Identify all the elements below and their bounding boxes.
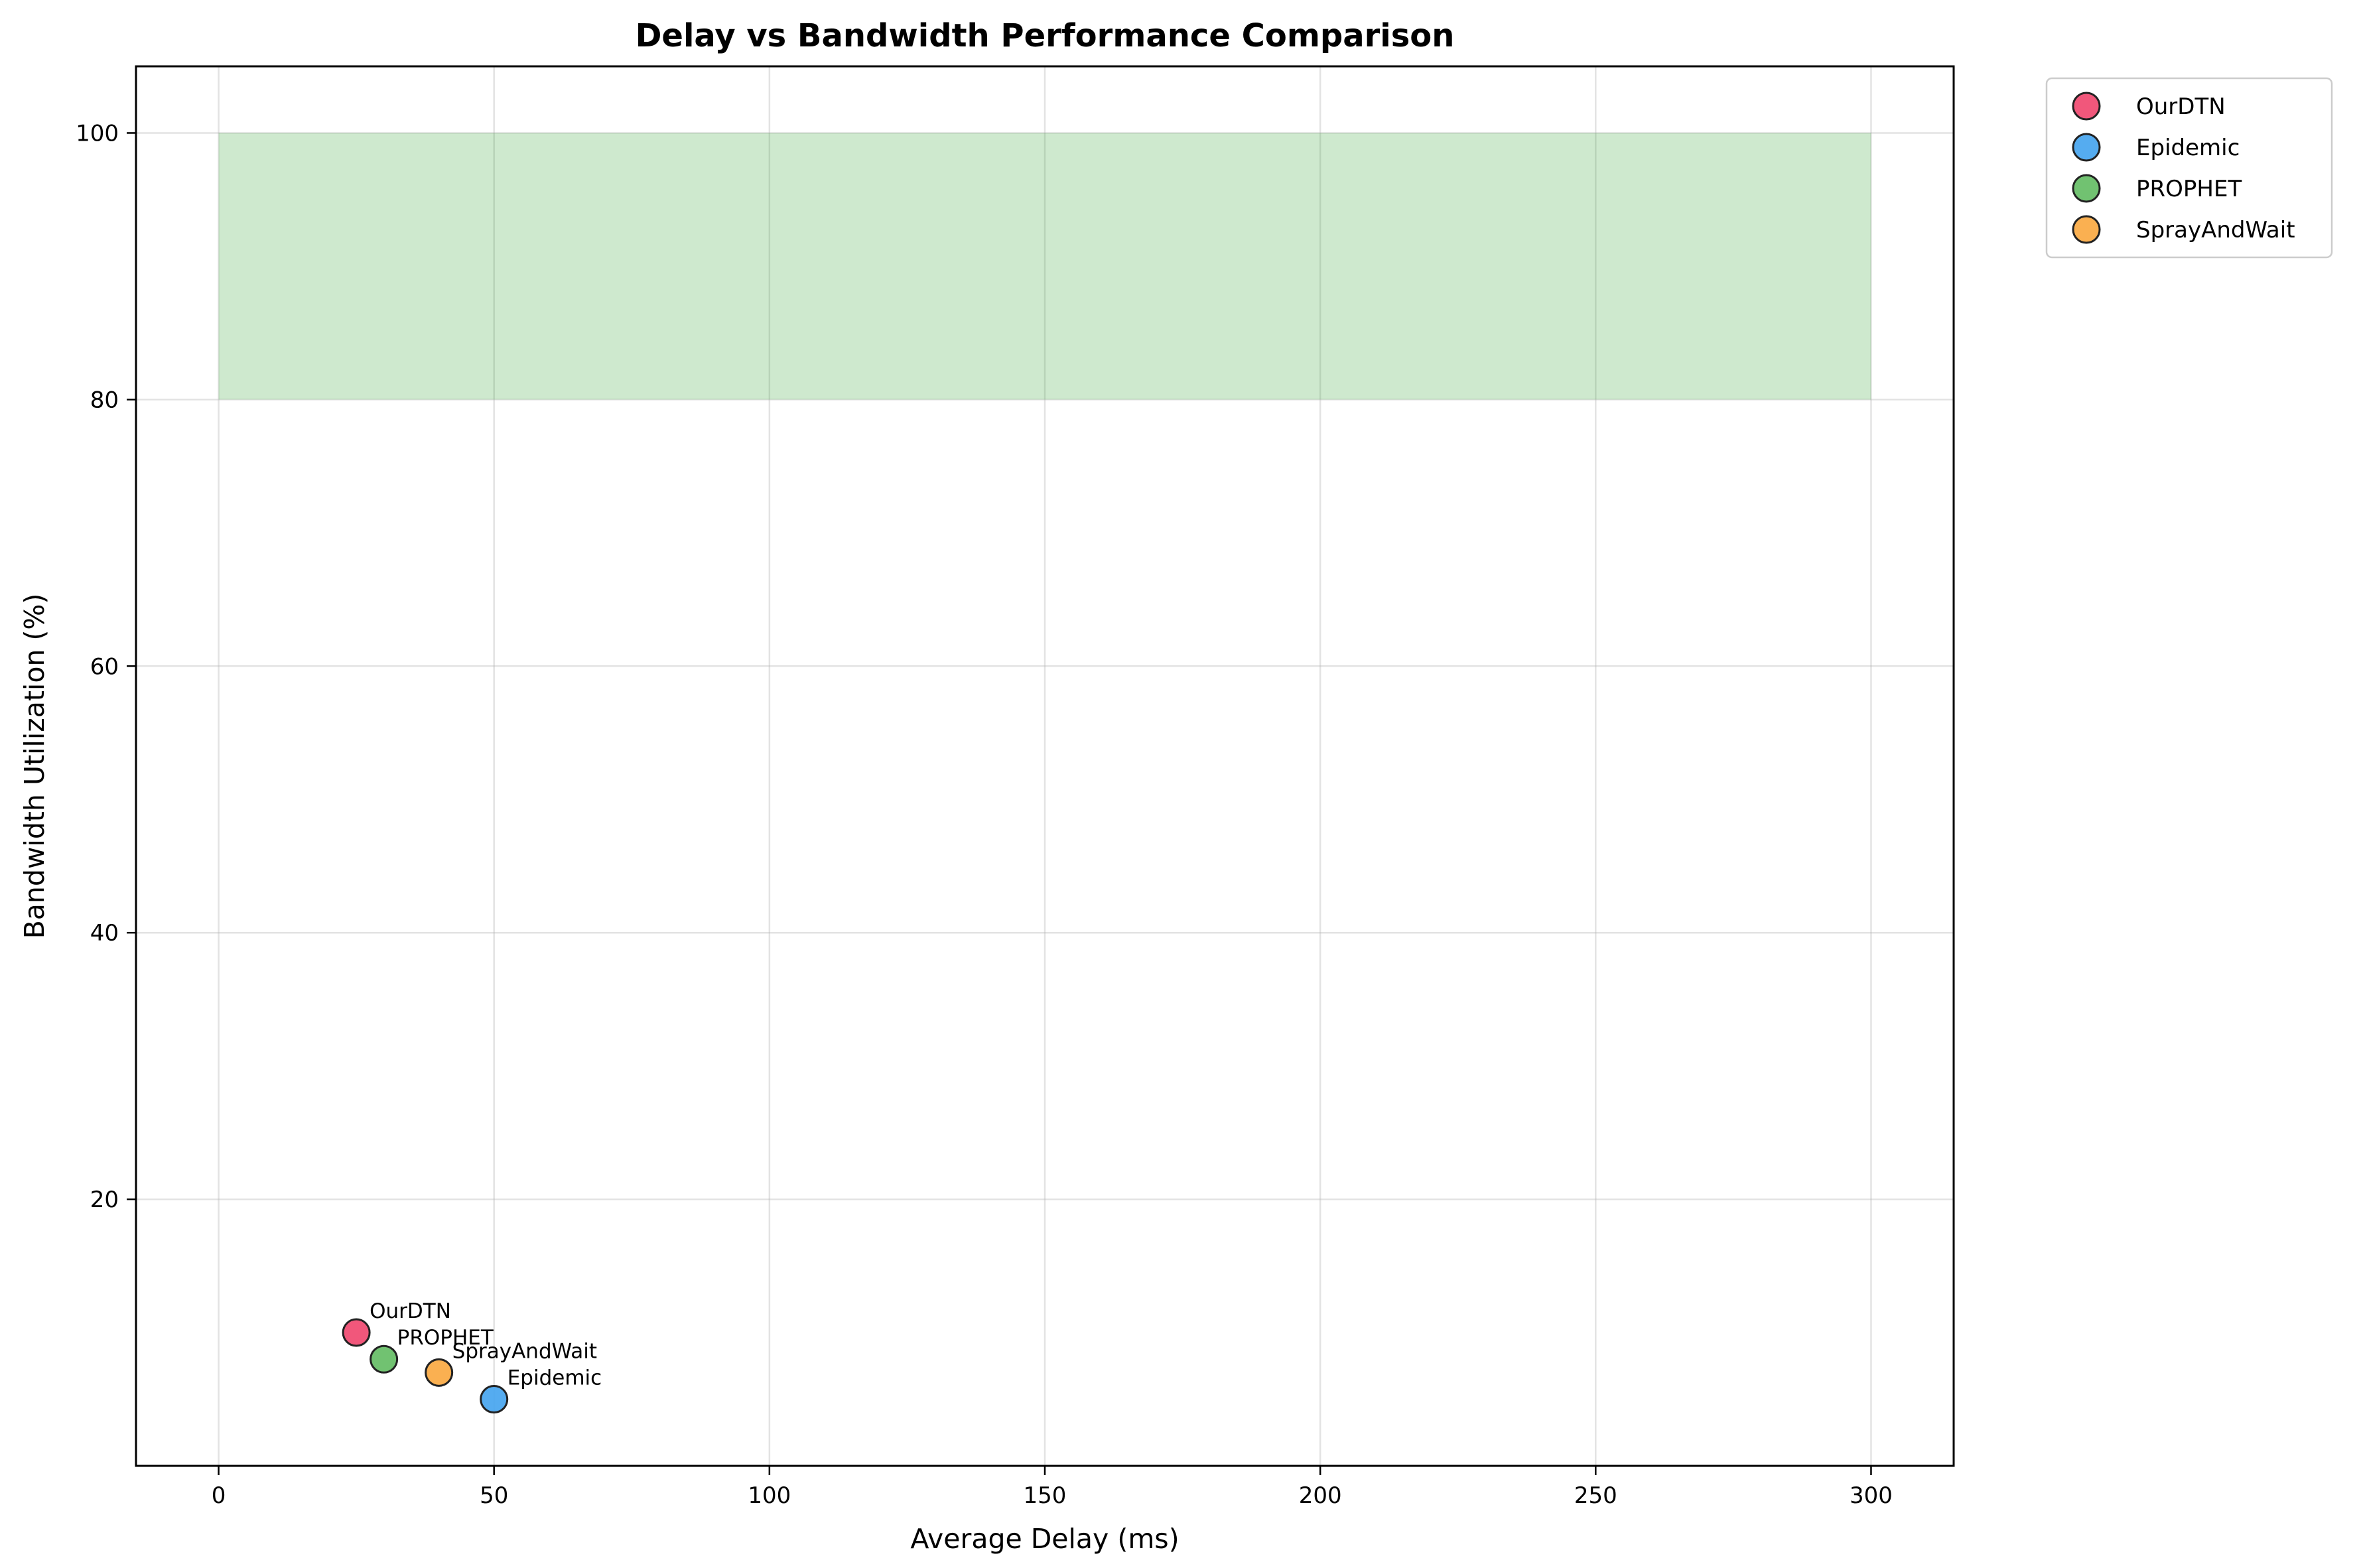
y-tick-label: 40	[90, 920, 119, 947]
point-epidemic	[480, 1385, 509, 1414]
legend-marker-prophet	[2072, 174, 2101, 203]
x-tick-label: 300	[1850, 1482, 1893, 1509]
y-tick-label: 20	[90, 1187, 119, 1213]
x-tick-label: 200	[1299, 1482, 1342, 1509]
point-sprayandwait	[425, 1358, 454, 1387]
legend-label-prophet: PROPHET	[2136, 176, 2242, 202]
y-tick-label: 60	[90, 653, 119, 680]
y-tick-label: 100	[76, 120, 119, 147]
x-tick-label: 0	[212, 1482, 226, 1509]
x-tick-label: 250	[1574, 1482, 1617, 1509]
chart-title: Delay vs Bandwidth Performance Compariso…	[636, 17, 1455, 54]
x-tick-label: 100	[748, 1482, 791, 1509]
legend-box	[2045, 77, 2333, 259]
point-label-sprayandwait: SprayAndWait	[452, 1339, 597, 1363]
x-tick-label: 150	[1024, 1482, 1067, 1509]
x-tick-label: 50	[480, 1482, 508, 1509]
grid	[136, 66, 1954, 1466]
y-tick-label: 80	[90, 387, 119, 413]
point-prophet	[370, 1344, 399, 1374]
legend: OurDTN Epidemic PROPHET SprayAndWait	[2045, 77, 2333, 259]
legend-marker-ourdtn	[2072, 92, 2101, 121]
legend-marker-epidemic	[2072, 133, 2101, 162]
point-label-prophet: PROPHET	[397, 1326, 494, 1350]
legend-label-epidemic: Epidemic	[2136, 135, 2240, 161]
legend-label-sprayandwait: SprayAndWait	[2136, 217, 2295, 243]
x-axis-ticks: 0 50 100 150 200 250 300	[212, 1466, 1893, 1509]
x-axis-label: Average Delay (ms)	[910, 1523, 1179, 1555]
target-region-rect	[218, 133, 1871, 400]
point-label-ourdtn: OurDTN	[370, 1299, 451, 1323]
y-axis-label: Bandwidth Utilization (%)	[19, 594, 50, 939]
legend-marker-sprayandwait	[2072, 215, 2101, 244]
target-region	[218, 133, 1871, 400]
y-axis-ticks: 20 40 60 80 100	[76, 120, 136, 1213]
legend-label-ourdtn: OurDTN	[2136, 94, 2226, 120]
point-ourdtn	[342, 1318, 371, 1347]
point-label-epidemic: Epidemic	[507, 1366, 602, 1390]
